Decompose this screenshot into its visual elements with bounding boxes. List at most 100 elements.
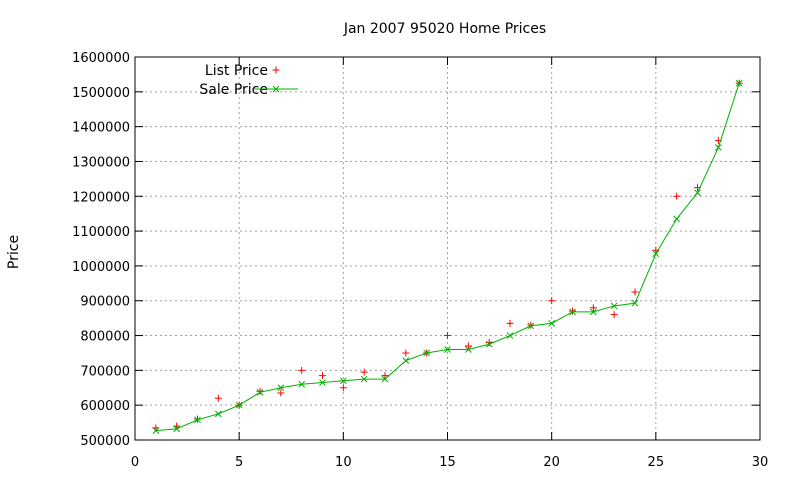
data-point xyxy=(610,302,618,310)
plus-marker xyxy=(214,394,222,402)
data-point xyxy=(339,384,347,392)
data-point xyxy=(527,322,535,330)
data-point xyxy=(402,349,410,357)
x-tick-label: 20 xyxy=(543,455,560,470)
plus-marker xyxy=(272,66,280,74)
data-point xyxy=(548,297,556,305)
y-tick-label: 500000 xyxy=(80,434,130,449)
cross-marker xyxy=(339,377,347,385)
data-point xyxy=(319,379,326,386)
y-tick-label: 900000 xyxy=(80,295,130,310)
grid xyxy=(135,57,760,440)
cross-marker xyxy=(673,215,681,223)
y-tick-label: 1400000 xyxy=(72,121,130,136)
data-point xyxy=(298,366,306,374)
plus-marker xyxy=(381,372,389,380)
cross-marker xyxy=(402,357,410,364)
y-tick-label: 1100000 xyxy=(72,225,130,240)
data-point xyxy=(589,308,597,316)
cross-marker xyxy=(381,375,389,383)
plus-marker xyxy=(402,349,410,357)
cross-marker xyxy=(298,380,306,388)
series-1 xyxy=(152,79,743,434)
data-point xyxy=(548,320,556,327)
plus-marker xyxy=(360,368,368,376)
data-point xyxy=(402,357,410,364)
data-point xyxy=(714,144,722,151)
data-point xyxy=(506,332,514,339)
data-point xyxy=(673,215,681,223)
data-point xyxy=(589,304,597,312)
data-point xyxy=(277,389,285,397)
legend-sample xyxy=(254,85,298,93)
cross-marker xyxy=(694,189,701,197)
data-point xyxy=(694,189,701,197)
data-point xyxy=(381,372,389,380)
data-point xyxy=(152,427,160,434)
plus-marker xyxy=(339,384,347,392)
plus-marker xyxy=(298,366,306,374)
cross-marker xyxy=(610,302,618,310)
data-point xyxy=(631,299,639,307)
x-tick-label: 15 xyxy=(439,455,456,470)
cross-marker xyxy=(714,144,722,151)
plus-marker xyxy=(319,372,326,380)
data-point xyxy=(464,346,472,353)
cross-marker xyxy=(423,349,431,357)
data-point xyxy=(652,250,660,258)
cross-marker xyxy=(444,346,451,353)
data-point xyxy=(214,410,222,418)
cross-marker xyxy=(277,384,285,392)
cross-marker xyxy=(256,388,264,396)
legend-label: Sale Price xyxy=(199,82,268,98)
y-tick-label: 1500000 xyxy=(72,86,130,101)
cross-marker xyxy=(272,85,280,93)
data-point xyxy=(173,425,181,433)
cross-marker xyxy=(235,401,243,409)
cross-marker xyxy=(214,410,222,418)
legend: List Price Sale Price xyxy=(199,63,298,98)
y-tick-label: 600000 xyxy=(80,399,130,414)
legend-label: List Price xyxy=(205,63,268,79)
data-point xyxy=(381,375,389,383)
cross-marker xyxy=(319,379,326,386)
cross-marker xyxy=(485,340,493,348)
cross-marker xyxy=(464,346,472,353)
plus-marker xyxy=(631,288,639,296)
data-point xyxy=(444,332,451,340)
chart-title: Jan 2007 95020 Home Prices xyxy=(343,21,546,37)
x-tick-label: 30 xyxy=(752,455,769,470)
legend-marker xyxy=(272,85,280,93)
data-point xyxy=(360,375,368,383)
data-point xyxy=(673,192,681,200)
data-point xyxy=(256,387,264,395)
cross-marker xyxy=(569,308,576,316)
legend-marker xyxy=(272,66,280,74)
data-point xyxy=(610,311,618,319)
y-tick-label: 1000000 xyxy=(72,260,130,275)
axis-ticks: 500000 600000 700000 800000 900000 1000000 110… xyxy=(72,51,768,470)
data-point xyxy=(735,79,743,87)
y-tick-label: 1600000 xyxy=(72,51,130,66)
plus-marker xyxy=(548,297,556,305)
data-point xyxy=(360,368,368,376)
cross-marker xyxy=(506,332,514,339)
data-point xyxy=(319,372,326,380)
data-point xyxy=(506,319,514,327)
plot-frame xyxy=(134,56,761,441)
cross-marker xyxy=(548,320,556,327)
y-tick-label: 700000 xyxy=(80,364,130,379)
data-point xyxy=(256,388,264,396)
cross-marker xyxy=(527,322,535,330)
data-point xyxy=(339,377,347,385)
data-point xyxy=(485,340,493,348)
plus-marker xyxy=(444,332,451,340)
data-point xyxy=(235,401,243,409)
y-tick-label: 1200000 xyxy=(72,190,130,205)
series-0 xyxy=(152,79,743,432)
x-tick-label: 25 xyxy=(648,455,665,470)
data-point xyxy=(464,342,472,350)
cross-marker xyxy=(652,250,660,258)
data-point xyxy=(444,346,451,353)
